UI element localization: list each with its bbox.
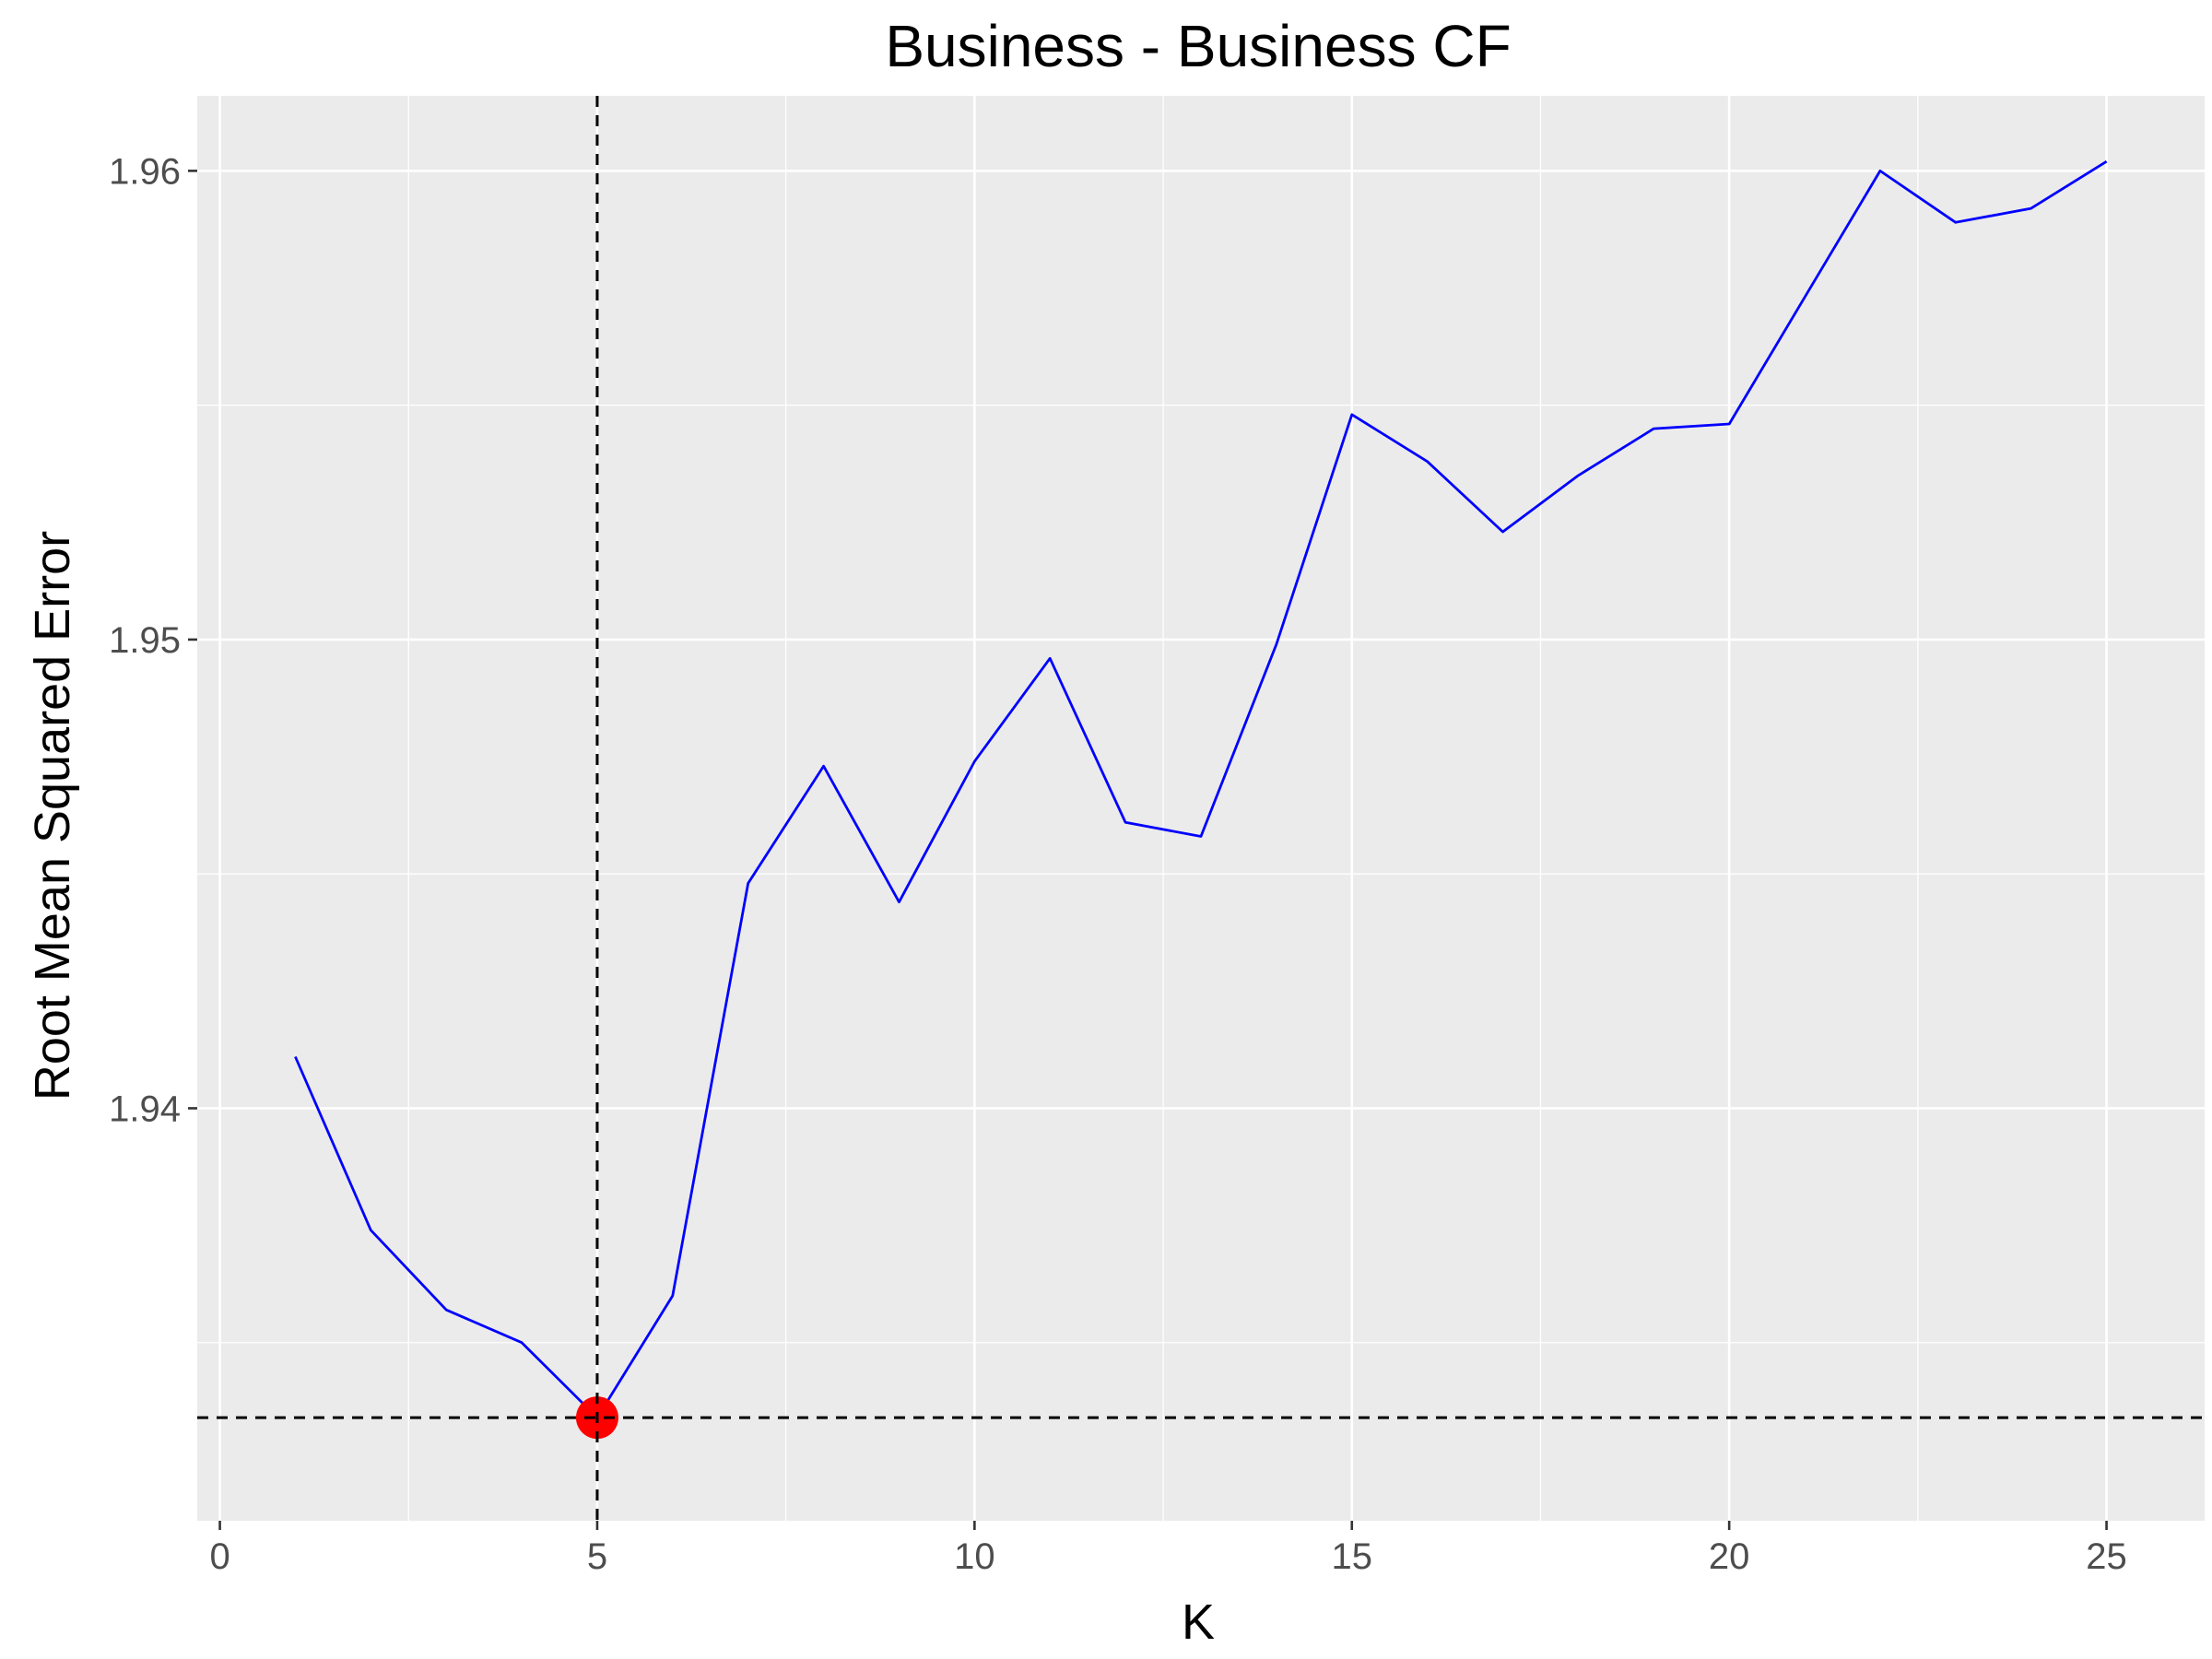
plot-panel <box>197 96 2205 1521</box>
x-axis-title: K <box>1182 1594 1215 1650</box>
chart-title: Business - Business CF <box>885 13 1511 79</box>
x-tick-label: 5 <box>587 1536 607 1577</box>
y-tick-label: 1.96 <box>109 151 181 192</box>
x-tick-label: 0 <box>209 1536 229 1577</box>
y-axis-title: Root Mean Squared Error <box>25 531 80 1100</box>
x-tick-label: 10 <box>954 1536 995 1577</box>
x-tick-label: 15 <box>1332 1536 1373 1577</box>
y-tick-label: 1.94 <box>109 1088 181 1129</box>
y-tick-label: 1.95 <box>109 620 181 661</box>
x-tick-label: 20 <box>1709 1536 1750 1577</box>
x-tick-label: 25 <box>2086 1536 2127 1577</box>
